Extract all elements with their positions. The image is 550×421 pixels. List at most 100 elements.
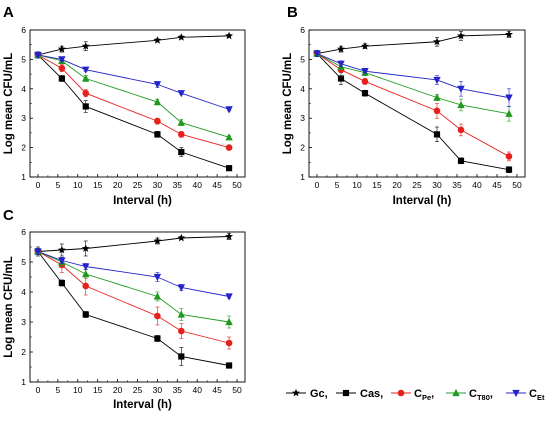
data-point-gc [57, 44, 66, 53]
x-tick-label: 45 [212, 180, 222, 190]
panel-label: C [3, 207, 14, 224]
series-line-gc [37, 35, 230, 56]
x-tick-label: 30 [153, 385, 163, 395]
data-point-cet [82, 66, 90, 74]
x-tick-label: 10 [73, 180, 83, 190]
series-line-cet [316, 53, 510, 99]
x-tick-label: 50 [512, 180, 522, 190]
data-point-cas [457, 157, 465, 164]
data-point-cas [225, 362, 233, 369]
x-tick-label: 35 [173, 180, 183, 190]
data-point-cas [505, 166, 513, 173]
series-line-ct80 [37, 54, 230, 138]
legend-marker-cpe [397, 389, 405, 397]
data-point-gc [81, 41, 90, 50]
x-axis-title: Interval (h) [113, 195, 172, 207]
data-point-cas [58, 75, 65, 82]
y-tick-label: 4 [300, 84, 305, 94]
x-tick-label: 45 [492, 180, 502, 190]
x-tick-label: 0 [315, 180, 320, 190]
y-axis-title: Log mean CFU/mL [3, 256, 15, 358]
y-axis-title: Log mean CFU/mL [3, 53, 15, 155]
series-line-cas [37, 54, 230, 169]
data-point-cpe [457, 126, 465, 134]
series-ct80 [34, 247, 233, 329]
data-point-cet [58, 257, 66, 265]
x-tick-label: 50 [232, 385, 242, 395]
data-point-cet [225, 106, 233, 114]
data-point-cpe [177, 131, 185, 138]
data-point-cpe [82, 282, 90, 290]
x-tick-label: 5 [335, 180, 340, 190]
data-point-cas [82, 311, 89, 318]
data-point-cet [58, 56, 66, 64]
data-point-gc [57, 245, 66, 254]
data-point-ct80 [433, 93, 441, 101]
y-tick-label: 5 [21, 54, 26, 64]
x-tick-label: 10 [73, 385, 83, 395]
x-tick-label: 20 [392, 180, 402, 190]
series-gc [33, 31, 234, 59]
series-line-ct80 [316, 53, 510, 115]
y-tick-label: 1 [21, 377, 26, 387]
data-point-ct80 [82, 74, 90, 82]
series-cpe [34, 51, 233, 151]
data-point-gc [225, 31, 234, 40]
series-line-cas [316, 53, 510, 171]
legend-marker-gc [292, 388, 300, 397]
x-axis-title: Interval (h) [113, 399, 172, 411]
legend-marker-cet [512, 389, 520, 398]
data-point-cet [82, 263, 90, 271]
series-gc [313, 30, 513, 57]
x-tick-label: 5 [56, 385, 61, 395]
plot-frame [29, 231, 246, 383]
data-point-cet [225, 293, 233, 301]
y-tick-label: 5 [21, 257, 26, 267]
x-tick-label: 15 [93, 385, 103, 395]
data-point-ct80 [225, 133, 233, 141]
data-point-gc [153, 236, 162, 245]
data-point-ct80 [153, 292, 162, 300]
legend-marker-ct80 [452, 388, 460, 397]
series-line-cpe [37, 251, 230, 344]
y-tick-label: 4 [21, 84, 26, 94]
legend-entry-cet: CEt [506, 388, 545, 402]
data-point-cet [313, 50, 321, 58]
x-tick-label: 5 [56, 180, 61, 190]
data-point-cpe [177, 327, 185, 335]
data-point-ct80 [82, 269, 90, 278]
data-point-gc [337, 44, 345, 53]
x-tick-label: 0 [36, 180, 41, 190]
data-point-gc [505, 30, 513, 38]
series-cet [34, 51, 233, 114]
series-cpe [313, 50, 513, 162]
data-point-cpe [58, 64, 66, 72]
x-tick-label: 35 [452, 180, 462, 190]
y-axis-title: Log mean CFU/mL [282, 53, 294, 155]
x-tick-label: 30 [432, 180, 442, 190]
series-line-cpe [37, 54, 230, 149]
data-point-cas [154, 335, 161, 342]
panel-label: A [3, 4, 14, 21]
data-point-cet [34, 51, 42, 60]
legend-entry-gc: Gc, [286, 388, 328, 400]
data-point-cpe [361, 78, 369, 85]
y-tick-label: 3 [300, 113, 305, 123]
data-point-gc [433, 37, 441, 46]
data-point-cas [82, 103, 89, 110]
data-point-cas [178, 148, 185, 156]
data-point-cpe [154, 312, 161, 320]
x-tick-label: 35 [173, 385, 183, 395]
data-point-cet [153, 81, 162, 89]
data-point-cpe [154, 117, 161, 125]
data-point-ct80 [505, 109, 513, 117]
data-point-gc [225, 232, 234, 240]
x-tick-label: 25 [133, 385, 143, 395]
series-line-cet [37, 251, 230, 297]
legend-label-cpe: CPe, [414, 388, 434, 402]
data-point-cpe [82, 89, 90, 97]
series-line-gc [37, 236, 230, 252]
